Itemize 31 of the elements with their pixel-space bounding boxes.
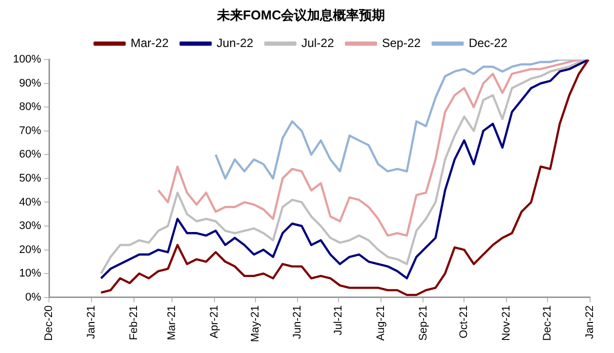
- y-tick-label: 0%: [25, 291, 42, 304]
- y-tick-label: 80%: [19, 101, 42, 114]
- x-tick-label: Nov-21: [500, 305, 513, 341]
- legend-label: Dec-22: [468, 36, 508, 50]
- y-tick-label: 90%: [19, 77, 42, 90]
- legend-label: Jun-22: [216, 36, 254, 50]
- legend-label: Mar-22: [130, 36, 169, 50]
- x-tick-label: Oct-21: [458, 305, 470, 338]
- x-tick-label: Sep-21: [417, 305, 430, 341]
- y-tick-label: 40%: [19, 196, 42, 208]
- x-tick-label: Dec-21: [542, 305, 554, 341]
- chart-title: 未来FOMC会议加息概率预期: [216, 7, 386, 22]
- x-tick-label: Mar-21: [166, 305, 178, 340]
- y-tick-label: 10%: [19, 268, 42, 280]
- x-tick-label: Jan-21: [85, 305, 98, 339]
- x-tick-label: Dec-20: [43, 305, 56, 341]
- legend-label: Jul-22: [301, 36, 334, 50]
- x-tick-label: Apr-21: [208, 305, 220, 338]
- x-tick-label: Jul-21: [332, 305, 345, 336]
- y-tick-label: 60%: [19, 148, 42, 161]
- x-tick-label: Jun-21: [292, 305, 304, 339]
- y-tick-label: 100%: [12, 54, 42, 66]
- x-tick-label: May-21: [249, 305, 262, 342]
- x-tick-label: Jan-22: [584, 305, 596, 339]
- y-tick-label: 50%: [19, 172, 42, 184]
- x-tick-label: Aug-21: [374, 305, 387, 341]
- y-tick-label: 20%: [19, 244, 42, 256]
- x-tick-label: Feb-21: [128, 305, 140, 340]
- legend-label: Sep-22: [382, 36, 422, 50]
- y-tick-label: 30%: [19, 220, 42, 232]
- y-tick-label: 70%: [19, 124, 42, 137]
